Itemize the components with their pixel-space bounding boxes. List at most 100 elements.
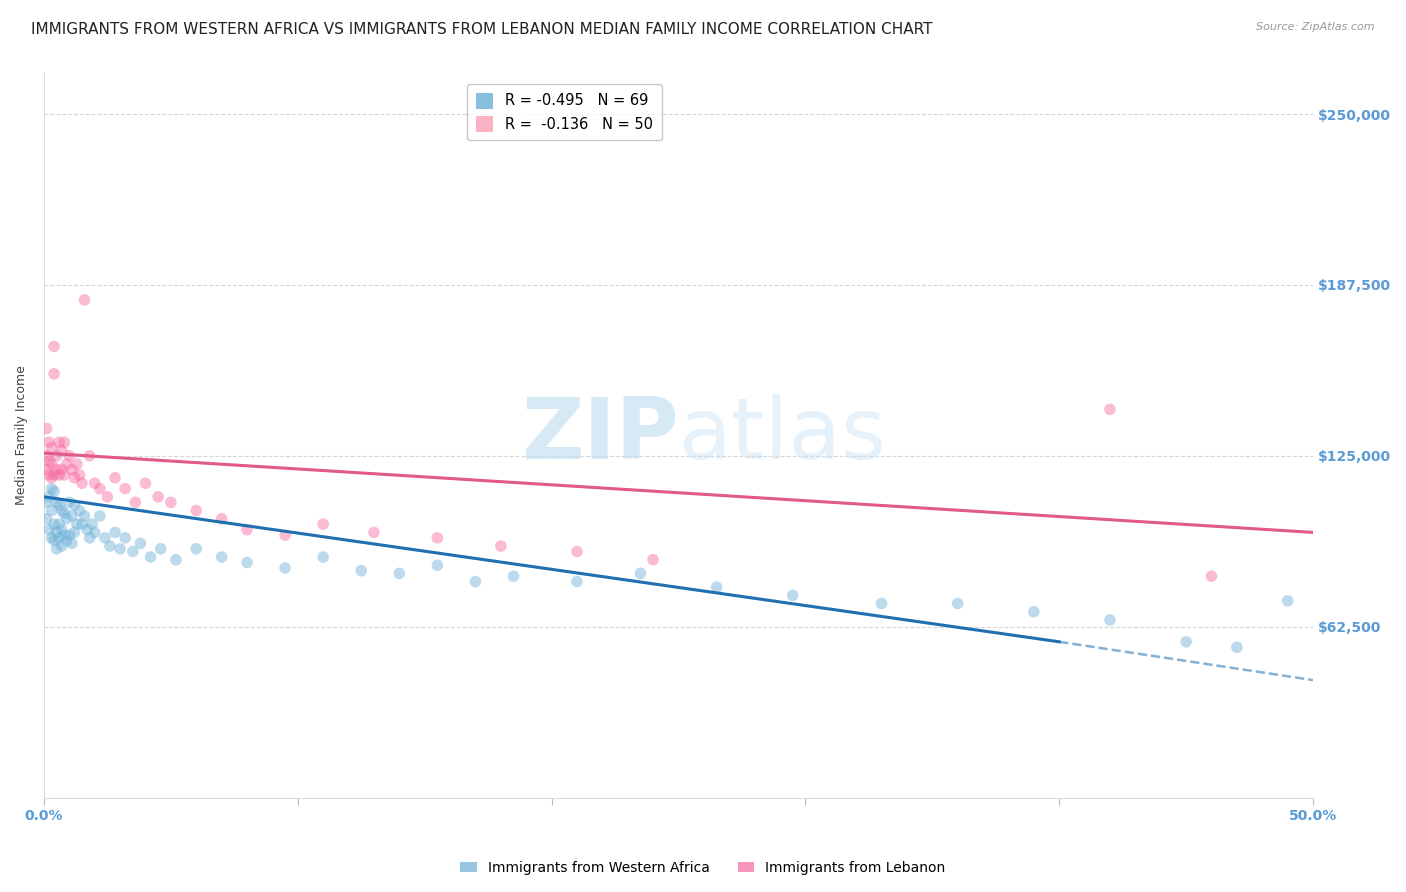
Point: [48, 531, 70, 545]
Point: [82, 517, 104, 532]
Point: [312, 517, 335, 532]
Point: [35, 421, 58, 435]
Point: [69, 503, 91, 517]
Point: [53, 467, 76, 482]
Point: [628, 566, 651, 581]
Point: [502, 569, 524, 583]
Point: [69, 467, 91, 482]
Point: [38, 523, 60, 537]
Point: [274, 528, 297, 542]
Point: [83, 525, 105, 540]
Point: [134, 476, 156, 491]
Text: Source: ZipAtlas.com: Source: ZipAtlas.com: [1257, 22, 1375, 32]
Point: [38, 490, 60, 504]
Point: [706, 580, 728, 594]
Point: [48, 435, 70, 450]
Point: [45, 449, 67, 463]
Point: [98, 539, 121, 553]
Point: [70, 517, 93, 532]
Point: [114, 482, 136, 496]
Point: [38, 467, 60, 482]
Point: [1098, 613, 1121, 627]
Point: [41, 457, 63, 471]
Y-axis label: Median Family Income: Median Family Income: [15, 366, 28, 505]
Text: IMMIGRANTS FROM WESTERN AFRICA VS IMMIGRANTS FROM LEBANON MEDIAN FAMILY INCOME C: IMMIGRANTS FROM WESTERN AFRICA VS IMMIGR…: [31, 22, 932, 37]
Point: [48, 517, 70, 532]
Point: [89, 482, 111, 496]
Point: [236, 523, 259, 537]
Point: [124, 495, 146, 509]
Point: [565, 544, 588, 558]
Legend: Immigrants from Western Africa, Immigrants from Lebanon: Immigrants from Western Africa, Immigran…: [454, 855, 952, 880]
Point: [104, 525, 127, 540]
Point: [211, 512, 233, 526]
Point: [643, 553, 665, 567]
Point: [108, 541, 131, 556]
Point: [211, 549, 233, 564]
Point: [42, 517, 65, 532]
Point: [274, 561, 297, 575]
Point: [363, 525, 385, 540]
Point: [42, 467, 65, 482]
Point: [38, 435, 60, 450]
Point: [236, 556, 259, 570]
Point: [48, 498, 70, 512]
Point: [73, 508, 96, 523]
Point: [58, 495, 80, 509]
Point: [79, 449, 101, 463]
Point: [565, 574, 588, 589]
Point: [35, 449, 58, 463]
Point: [782, 588, 804, 602]
Point: [946, 597, 969, 611]
Point: [41, 471, 63, 485]
Point: [53, 435, 76, 450]
Point: [66, 517, 89, 532]
Point: [73, 293, 96, 307]
Point: [139, 549, 162, 564]
Point: [186, 503, 208, 517]
Point: [186, 541, 208, 556]
Point: [35, 462, 58, 476]
Point: [60, 508, 83, 523]
Point: [312, 549, 335, 564]
Point: [38, 454, 60, 468]
Point: [35, 512, 58, 526]
Point: [45, 462, 67, 476]
Point: [42, 484, 65, 499]
Point: [1175, 635, 1198, 649]
Point: [1022, 605, 1045, 619]
Point: [42, 367, 65, 381]
Point: [426, 531, 449, 545]
Text: atlas: atlas: [679, 394, 887, 477]
Point: [79, 531, 101, 545]
Point: [121, 544, 143, 558]
Point: [96, 490, 118, 504]
Point: [35, 495, 58, 509]
Point: [42, 339, 65, 353]
Point: [489, 539, 512, 553]
Point: [76, 523, 98, 537]
Point: [48, 467, 70, 482]
Point: [51, 539, 73, 553]
Point: [70, 476, 93, 491]
Point: [149, 541, 172, 556]
Point: [426, 558, 449, 573]
Point: [45, 525, 67, 540]
Point: [350, 564, 373, 578]
Point: [51, 523, 73, 537]
Point: [41, 482, 63, 496]
Point: [63, 498, 86, 512]
Point: [53, 528, 76, 542]
Point: [41, 531, 63, 545]
Point: [53, 506, 76, 520]
Point: [160, 495, 183, 509]
Point: [148, 490, 170, 504]
Point: [63, 471, 86, 485]
Point: [60, 536, 83, 550]
Legend: R = -0.495   N = 69, R =  -0.136   N = 50: R = -0.495 N = 69, R = -0.136 N = 50: [467, 84, 662, 140]
Point: [51, 462, 73, 476]
Point: [114, 531, 136, 545]
Text: ZIP: ZIP: [520, 394, 679, 477]
Point: [129, 536, 152, 550]
Point: [58, 528, 80, 542]
